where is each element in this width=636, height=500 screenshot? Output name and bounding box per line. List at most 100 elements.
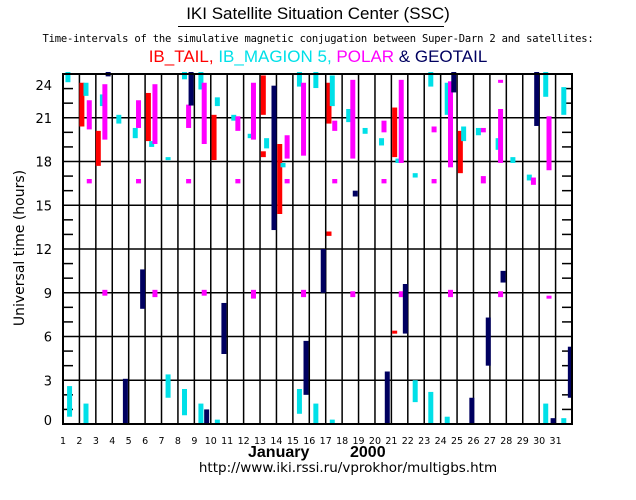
bar-geotail (221, 302, 227, 354)
bar-ib-magion-5 (543, 403, 549, 424)
bar-ib-magion-5 (67, 386, 73, 417)
x-tick-label: 6 (142, 436, 148, 447)
legend-entry-geotail: GEOTAIL (414, 47, 488, 66)
x-tick-label: 18 (336, 436, 348, 447)
plot-frame (62, 73, 573, 425)
bar-polar (447, 289, 453, 298)
bar-ib-magion-5 (461, 126, 467, 142)
y-tick-label: 6 (44, 331, 52, 346)
bar-geotail (500, 270, 506, 283)
bar-ib-magion-5 (65, 72, 71, 83)
bar-ib-magion-5 (182, 389, 188, 416)
bar-polar (86, 100, 92, 130)
y-tick-label: 3 (44, 374, 52, 389)
bar-ib-magion-5 (444, 416, 450, 424)
bar-geotail (469, 397, 475, 424)
bar-ib-magion-5 (182, 72, 188, 80)
bar-ib-tail (277, 144, 283, 214)
bar-ib-tail (260, 151, 266, 158)
x-tick-label: 10 (205, 436, 217, 447)
bar-ib-magion-5 (198, 403, 204, 424)
x-tick-label: 22 (402, 436, 414, 447)
bar-polar (447, 81, 453, 168)
y-tick-label: 18 (35, 156, 52, 171)
x-tick-label: 9 (191, 436, 197, 447)
x-tick-label: 3 (93, 436, 99, 447)
bar-polar (546, 116, 552, 171)
x-tick-label: 16 (303, 436, 315, 447)
bar-ib-magion-5 (83, 403, 89, 424)
bar-polar (480, 176, 486, 184)
bar-ib-magion-5 (561, 87, 567, 115)
bar-ib-magion-5 (395, 158, 401, 163)
bar-ib-magion-5 (543, 72, 549, 97)
x-tick-label: 1 (60, 436, 66, 447)
bar-polar (186, 104, 192, 128)
bar-polar (431, 126, 437, 133)
y-tick-label: 0 (44, 414, 52, 429)
x-tick-label: 2 (76, 436, 82, 447)
x-tick-label: 4 (109, 436, 115, 447)
bar-ib-magion-5 (379, 138, 385, 146)
bar-ib-magion-5 (198, 72, 204, 90)
bar-geotail (534, 72, 540, 126)
x-tick-label: 14 (270, 436, 282, 447)
bar-polar (235, 116, 241, 131)
bar-ib-tail (95, 130, 101, 166)
bar-ib-magion-5 (428, 72, 434, 87)
bar-polar (102, 289, 108, 296)
bar-polar (498, 291, 504, 298)
bar-polar (332, 120, 338, 131)
bar-polar (381, 179, 387, 184)
bar-geotail (204, 409, 210, 424)
bar-geotail (384, 371, 390, 424)
bar-ib-magion-5 (264, 138, 270, 149)
bar-geotail (320, 249, 326, 293)
x-tick-label: 31 (550, 436, 562, 447)
bar-ib-magion-5 (313, 72, 319, 89)
bar-polar (201, 289, 207, 296)
bar-ib-magion-5 (165, 374, 171, 398)
legend-separator: & (394, 47, 415, 66)
bar-geotail (550, 418, 556, 424)
legend: IB_TAIL, IB_MAGION 5, POLAR & GEOTAIL (0, 47, 636, 67)
bar-polar (498, 79, 504, 83)
bar-ib-magion-5 (231, 114, 237, 121)
x-tick-label: 5 (126, 436, 132, 447)
bar-ib-magion-5 (362, 127, 368, 134)
x-tick-label: 17 (320, 436, 332, 447)
bar-polar (250, 289, 256, 299)
bar-geotail (271, 85, 277, 231)
bar-ib-magion-5 (412, 173, 418, 178)
bar-polar (381, 120, 387, 133)
bar-ib-tail (260, 75, 266, 115)
y-tick-label: 9 (44, 287, 52, 302)
x-axis-month-label: January (248, 444, 310, 461)
bar-ib-magion-5 (296, 72, 302, 87)
bar-polar (398, 291, 404, 298)
bar-polar (546, 295, 552, 299)
x-tick-label: 19 (353, 436, 365, 447)
bar-ib-tail (457, 130, 463, 174)
x-tick-label: 13 (254, 436, 266, 447)
x-tick-label: 15 (287, 436, 299, 447)
source-url-link[interactable]: http://www.iki.rssi.ru/vprokhor/multigbs… (198, 460, 498, 476)
bar-polar (201, 82, 207, 144)
bar-ib-magion-5 (280, 162, 286, 168)
bar-ib-tail (145, 92, 151, 142)
bar-polar (136, 179, 142, 184)
bar-ib-tail (211, 114, 217, 161)
bar-ib-tail (79, 82, 85, 127)
bar-ib-magion-5 (214, 419, 220, 424)
x-tick-label: 20 (369, 436, 381, 447)
bar-polar (498, 109, 504, 163)
bar-polar (284, 135, 290, 159)
y-tick-label: 24 (35, 79, 52, 94)
bar-polar (332, 179, 338, 184)
bar-ib-magion-5 (428, 391, 434, 424)
chart-subtitle: Time-intervals of the simulative magneti… (42, 33, 594, 45)
bar-ib-tail (326, 231, 332, 236)
bar-polar (186, 179, 192, 184)
bar-geotail (451, 72, 457, 93)
bar-ib-magion-5 (475, 127, 481, 136)
